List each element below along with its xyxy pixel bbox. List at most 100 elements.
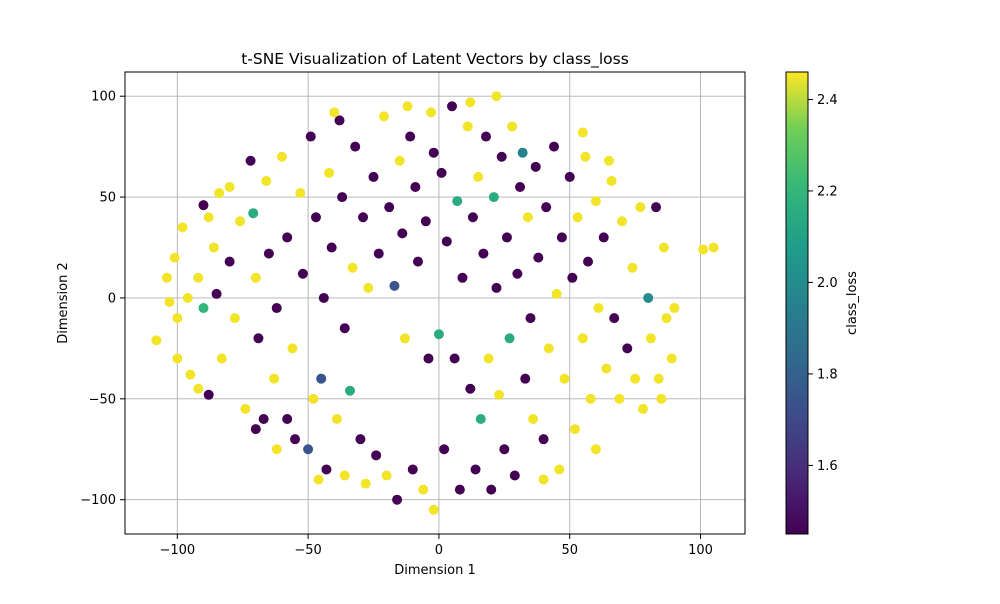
- scatter-point: [164, 296, 175, 307]
- scatter-point: [653, 373, 664, 384]
- scatter-point: [465, 383, 476, 394]
- scatter-point: [371, 450, 382, 461]
- scatter-point: [373, 248, 384, 259]
- scatter-point: [454, 484, 465, 495]
- scatter-point: [308, 393, 319, 404]
- scatter-point: [656, 393, 667, 404]
- scatter-point: [512, 268, 523, 279]
- scatter-point: [313, 474, 324, 485]
- scatter-point: [504, 333, 515, 344]
- scatter-point: [541, 202, 552, 213]
- scatter-point: [224, 181, 235, 192]
- y-tick-label: 100: [91, 90, 116, 105]
- colorbar-tick-label: 2.0: [817, 276, 838, 291]
- scatter-point: [428, 147, 439, 158]
- scatter-point: [567, 272, 578, 283]
- scatter-point: [271, 444, 282, 455]
- scatter-point: [509, 470, 520, 481]
- x-tick-label: 0: [435, 543, 443, 558]
- scatter-point: [543, 343, 554, 354]
- scatter-point: [643, 292, 654, 303]
- scatter-point: [603, 155, 614, 166]
- scatter-point: [240, 403, 251, 414]
- scatter-point: [198, 200, 209, 211]
- scatter-point: [447, 101, 458, 112]
- scatter-point: [637, 403, 648, 414]
- scatter-point: [491, 282, 502, 293]
- scatter-point: [250, 424, 261, 435]
- scatter-point: [614, 393, 625, 404]
- scatter-point: [339, 470, 350, 481]
- scatter-point: [577, 333, 588, 344]
- y-tick-label: 50: [99, 191, 116, 206]
- scatter-point: [449, 353, 460, 364]
- scatter-point: [253, 333, 264, 344]
- scatter-point: [661, 313, 672, 324]
- scatter-point: [363, 282, 374, 293]
- scatter-point: [622, 343, 633, 354]
- scatter-point: [339, 323, 350, 334]
- scatter-point: [577, 127, 588, 138]
- x-tick-label: −100: [159, 543, 195, 558]
- colorbar-ticks: 1.6 1.8 2.0 2.2 2.4: [808, 93, 838, 474]
- scatter-point: [515, 181, 526, 192]
- colorbar-tick-label: 1.8: [817, 367, 838, 382]
- scatter-point: [269, 373, 280, 384]
- scatter-point: [533, 252, 544, 263]
- scatter-point: [389, 280, 400, 291]
- colorbar-tick-label: 2.2: [817, 184, 838, 199]
- scatter-point: [630, 373, 641, 384]
- scatter-point: [426, 107, 437, 118]
- scatter-point: [418, 484, 429, 495]
- scatter-point: [271, 303, 282, 314]
- scatter-point: [436, 167, 447, 178]
- scatter-point: [172, 313, 183, 324]
- scatter-point: [263, 248, 274, 259]
- scatter-point: [282, 232, 293, 243]
- scatter-point: [494, 389, 505, 400]
- scatter-point: [407, 464, 418, 475]
- colorbar-tick-label: 2.4: [817, 93, 838, 108]
- scatter-point: [305, 131, 316, 142]
- scatter-point: [585, 393, 596, 404]
- scatter-point: [491, 91, 502, 102]
- scatter-point: [282, 414, 293, 425]
- scatter-point: [258, 414, 269, 425]
- scatter-point: [609, 313, 620, 324]
- scatter-point: [310, 212, 321, 223]
- scatter-point: [250, 272, 261, 283]
- scatter-point: [428, 504, 439, 515]
- x-tick-label: 100: [688, 543, 713, 558]
- scatter-point: [321, 464, 332, 475]
- scatter-point: [593, 303, 604, 314]
- scatter-point: [337, 192, 348, 203]
- scatter-point: [590, 196, 601, 207]
- scatter-point: [248, 208, 259, 219]
- scatter-point: [358, 212, 369, 223]
- scatter-point: [452, 196, 463, 207]
- scatter-point: [355, 434, 366, 445]
- scatter-point: [394, 155, 405, 166]
- scatter-point: [347, 262, 358, 273]
- scatter-point: [381, 470, 392, 481]
- scatter-point: [572, 212, 583, 223]
- scatter-point: [488, 192, 499, 203]
- scatter-point: [177, 222, 188, 233]
- scatter-point: [473, 171, 484, 182]
- scatter-point: [211, 288, 222, 299]
- scatter-point: [423, 353, 434, 364]
- scatter-point: [420, 216, 431, 227]
- scatter-point: [669, 303, 680, 314]
- scatter-point: [350, 141, 361, 152]
- grid: [125, 72, 745, 534]
- scatter-point: [496, 151, 507, 162]
- scatter-point: [368, 171, 379, 182]
- scatter-point: [470, 464, 481, 475]
- scatter-point: [467, 212, 478, 223]
- scatter-point: [517, 147, 528, 158]
- scatter-point: [276, 151, 287, 162]
- scatter-point: [583, 256, 594, 267]
- scatter-point: [224, 256, 235, 267]
- scatter-point: [606, 175, 617, 186]
- scatter-point: [378, 111, 389, 122]
